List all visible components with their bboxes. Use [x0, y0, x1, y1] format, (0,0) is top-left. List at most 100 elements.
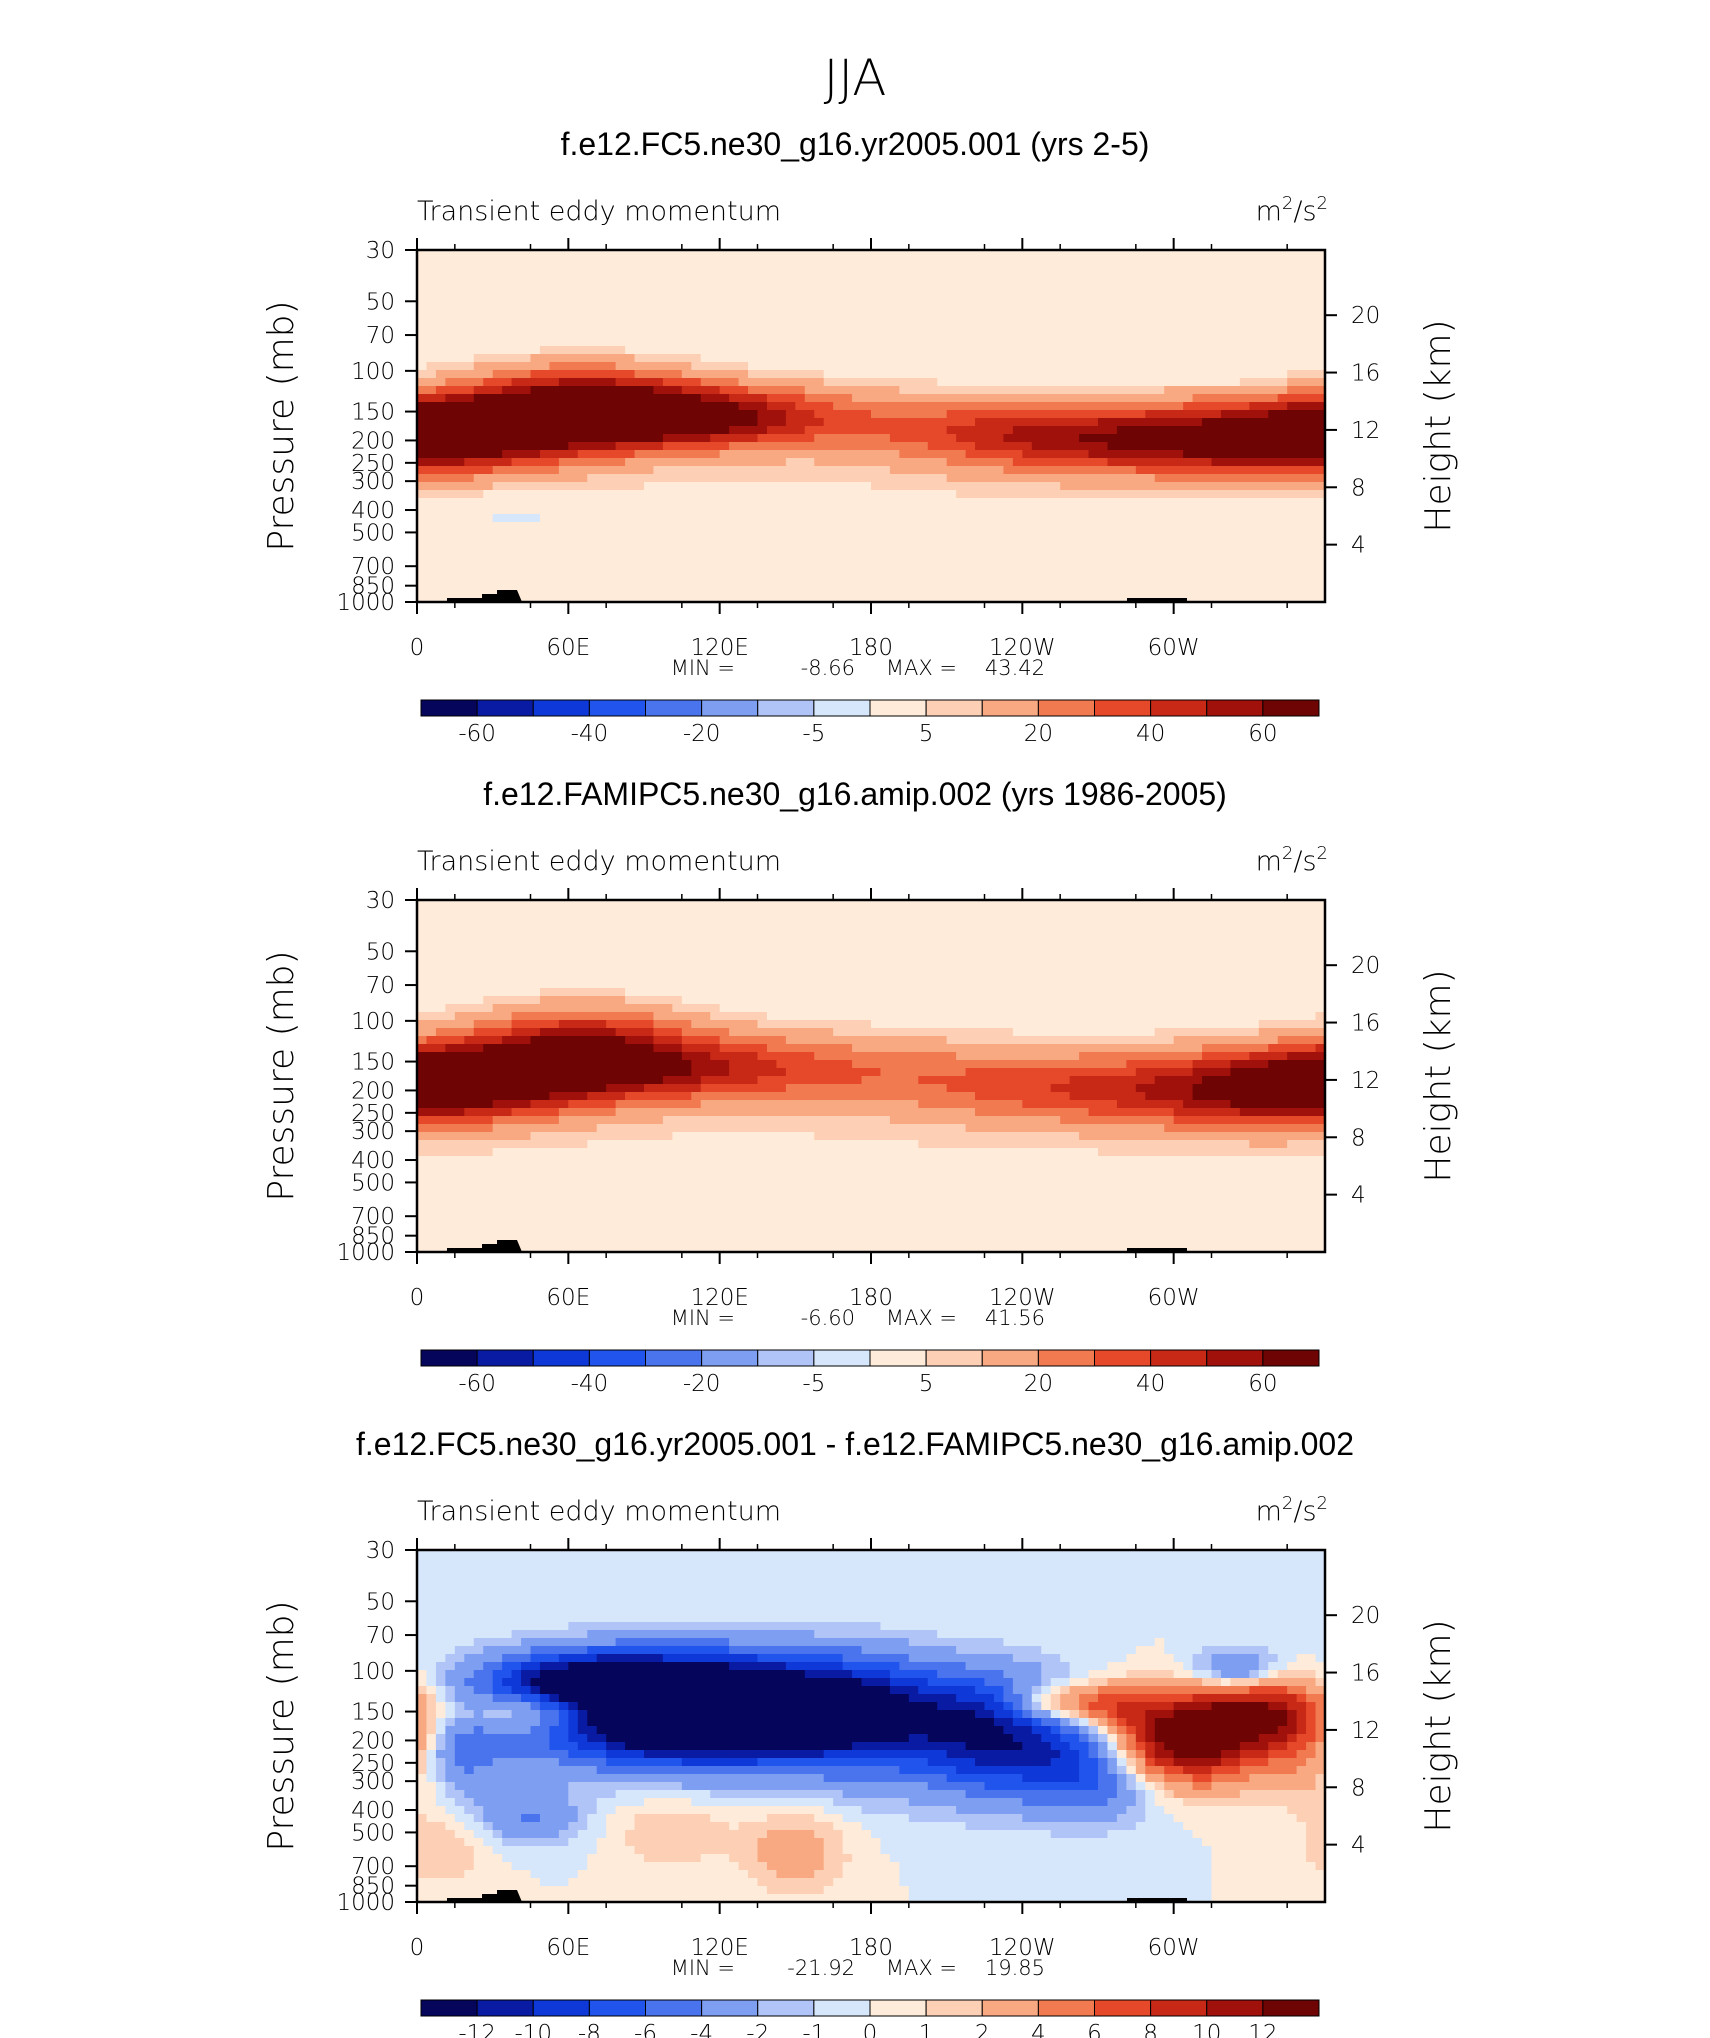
field-cell: [1022, 338, 1033, 347]
field-cell: [530, 442, 541, 451]
field-cell: [662, 570, 673, 579]
field-cell: [530, 948, 541, 957]
field-cell: [1145, 402, 1156, 411]
field-cell: [1183, 362, 1194, 371]
field-cell: [672, 538, 683, 547]
field-cell: [710, 442, 721, 451]
field-cell: [871, 306, 882, 315]
field-cell: [1098, 258, 1109, 267]
field-cell: [918, 322, 929, 331]
field-cell: [625, 250, 636, 259]
field-cell: [984, 378, 995, 387]
field-cell: [1116, 442, 1127, 451]
field-cell: [804, 594, 815, 603]
field-cell: [1268, 298, 1279, 307]
field-cell: [719, 940, 730, 949]
field-cell: [965, 266, 976, 275]
field-cell: [625, 298, 636, 307]
field-cell: [1230, 274, 1241, 283]
field-cell: [766, 522, 778, 531]
field-cell: [653, 538, 664, 547]
field-cell: [464, 434, 475, 443]
field-cell: [1079, 490, 1090, 499]
field-cell: [1041, 274, 1052, 283]
field-cell: [1107, 586, 1118, 595]
field-cell: [539, 402, 551, 411]
field-cell: [1154, 900, 1165, 909]
field-cell: [1220, 594, 1232, 603]
field-cell: [1268, 538, 1279, 547]
field-cell: [918, 594, 929, 603]
field-cell: [615, 530, 626, 539]
field-cell: [833, 378, 844, 387]
field-cell: [435, 562, 446, 571]
field-cell: [852, 530, 863, 539]
field-cell: [795, 594, 806, 603]
field-cell: [539, 466, 551, 475]
field-cell: [653, 530, 664, 539]
field-cell: [568, 546, 579, 555]
field-cell: [852, 474, 863, 483]
field-cell: [1239, 908, 1250, 917]
field-cell: [625, 394, 636, 403]
field-cell: [795, 466, 806, 475]
field-cell: [1060, 490, 1071, 499]
field-cell: [1230, 298, 1241, 307]
field-cell: [965, 594, 976, 603]
field-cell: [956, 266, 967, 275]
field-cell: [975, 562, 986, 571]
field-cell: [653, 932, 664, 941]
field-cell: [748, 378, 759, 387]
field-cell: [956, 418, 967, 427]
field-cell: [473, 538, 484, 547]
field-cell: [880, 490, 891, 499]
field-cell: [558, 506, 569, 515]
field-cell: [908, 474, 919, 483]
field-cell: [710, 250, 721, 259]
field-cell: [719, 586, 730, 595]
field-cell: [842, 426, 853, 435]
field-cell: [1173, 506, 1184, 515]
field-cell: [445, 282, 456, 291]
field-cell: [625, 916, 636, 925]
field-cell: [965, 458, 976, 467]
field-cell: [549, 562, 560, 571]
field-cell: [1050, 522, 1061, 531]
field-cell: [435, 434, 446, 443]
figure-title: JJA: [824, 49, 887, 107]
field-cell: [927, 940, 938, 949]
field-cell: [1050, 354, 1061, 363]
field-cell: [1135, 346, 1146, 355]
field-cell: [814, 346, 825, 355]
field-cell: [691, 346, 702, 355]
field-cell: [577, 916, 588, 925]
field-cell: [814, 498, 825, 507]
field-cell: [946, 458, 957, 467]
field-cell: [1098, 908, 1109, 917]
field-cell: [568, 948, 579, 957]
field-cell: [729, 578, 740, 587]
field-cell: [757, 482, 768, 491]
field-cell: [946, 932, 957, 941]
field-cell: [464, 522, 475, 531]
field-cell: [710, 426, 721, 435]
field-cell: [823, 530, 834, 539]
field-cell: [700, 474, 711, 483]
field-cell: [681, 948, 692, 957]
field-cell: [899, 282, 910, 291]
field-cell: [710, 450, 721, 459]
field-cell: [1230, 490, 1241, 499]
field-cell: [426, 418, 437, 427]
field-cell: [1183, 530, 1194, 539]
field-cell: [1041, 362, 1052, 371]
field-cell: [511, 322, 522, 331]
field-cell: [644, 426, 655, 435]
field-cell: [729, 932, 740, 941]
field-cell: [700, 924, 711, 933]
field-cell: [464, 466, 475, 475]
field-cell: [464, 546, 475, 555]
x-tick-label: 60E: [546, 635, 590, 661]
field-cell: [823, 306, 834, 315]
field-cell: [1079, 410, 1090, 419]
field-cell: [1220, 338, 1232, 347]
